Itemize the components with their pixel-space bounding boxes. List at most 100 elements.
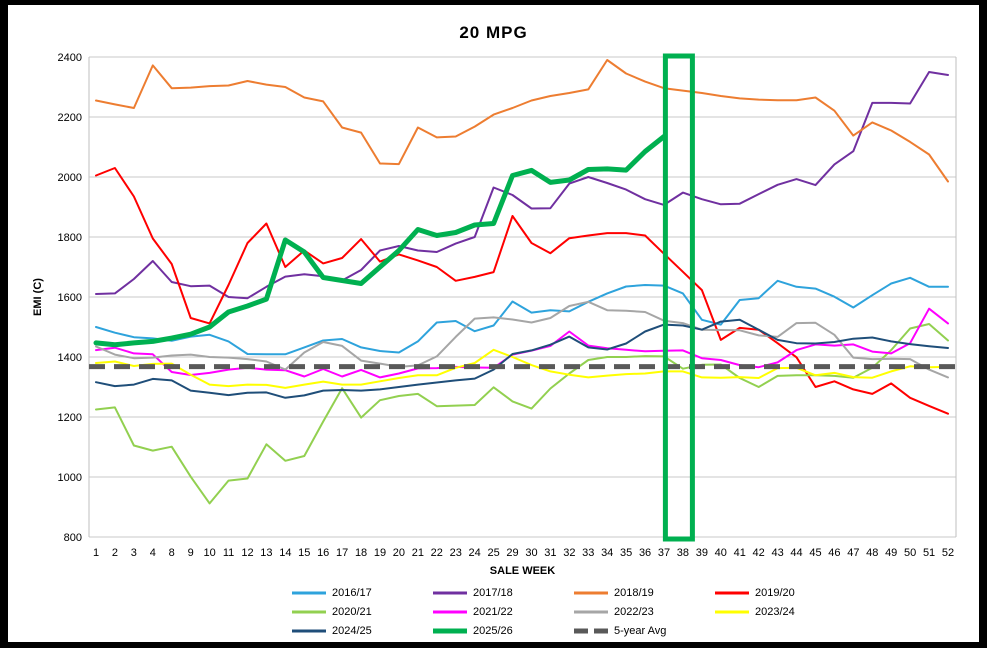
legend-label-2024-25: 2024/25 <box>332 625 372 637</box>
x-tick-label-50: 50 <box>904 547 916 559</box>
legend-label-5-year-avg: 5-year Avg <box>614 625 667 637</box>
x-tick-label-46: 46 <box>828 547 840 559</box>
legend-item-2021-22: 2021/22 <box>432 603 573 621</box>
y-tick-label-1200: 1200 <box>58 412 82 424</box>
legend-swatch-2016-17 <box>292 591 326 595</box>
x-tick-label-44: 44 <box>790 547 802 559</box>
y-tick-label-2000: 2000 <box>58 172 82 184</box>
chart-legend: 2016/17 2017/18 2018/19 2019/20 2020/21 2021/… <box>291 584 855 640</box>
x-tick-label-43: 43 <box>771 547 783 559</box>
chart-title: 20 MPG <box>459 23 528 42</box>
legend-swatch-2024-25 <box>292 629 326 633</box>
legend-swatch-2020-21 <box>292 610 326 614</box>
legend-label-2016-17: 2016/17 <box>332 587 372 599</box>
x-tick-label-3: 3 <box>131 547 137 559</box>
x-tick-label-29: 29 <box>506 547 518 559</box>
y-tick-label-1800: 1800 <box>58 232 82 244</box>
legend-row-3: 2024/25 2025/26 5-year Avg <box>291 622 855 640</box>
series-line-2024-25 <box>95 318 949 399</box>
x-tick-label-34: 34 <box>601 547 613 559</box>
legend-swatch-2017-18 <box>433 591 467 595</box>
legend-swatch-2022-23 <box>574 610 608 614</box>
legend-item-2020-21: 2020/21 <box>291 603 432 621</box>
legend-item-2023-24: 2023/24 <box>714 603 855 621</box>
series-line-2025-26 <box>93 134 667 348</box>
y-tick-label-2400: 2400 <box>58 52 82 64</box>
legend-label-2020-21: 2020/21 <box>332 606 372 618</box>
x-tick-label-4: 4 <box>150 547 156 559</box>
x-tick-label-30: 30 <box>525 547 537 559</box>
x-tick-label-36: 36 <box>639 547 651 559</box>
legend-item-5-year-avg: 5-year Avg <box>573 622 714 640</box>
x-tick-label-35: 35 <box>620 547 632 559</box>
y-tick-label-1000: 1000 <box>58 472 82 484</box>
legend-item-2018-19: 2018/19 <box>573 584 714 602</box>
y-tick-label-1400: 1400 <box>58 352 82 364</box>
x-tick-label-24: 24 <box>469 547 481 559</box>
series-line-2023-24 <box>95 348 949 389</box>
legend-label-2023-24: 2023/24 <box>755 606 795 618</box>
x-tick-label-11: 11 <box>223 547 234 559</box>
x-tick-label-45: 45 <box>809 547 821 559</box>
legend-swatch-2021-22 <box>433 610 467 614</box>
series-line-2022-23 <box>95 300 949 379</box>
x-tick-label-25: 25 <box>487 547 499 559</box>
x-tick-label-40: 40 <box>715 547 727 559</box>
legend-swatch-2018-19 <box>574 591 608 595</box>
legend-label-2025-26: 2025/26 <box>473 625 513 637</box>
x-tick-label-39: 39 <box>696 547 708 559</box>
x-tick-label-38: 38 <box>677 547 689 559</box>
legend-label-2017-18: 2017/18 <box>473 587 513 599</box>
x-tick-label-9: 9 <box>188 547 194 559</box>
y-axis-title: EMI (C) <box>32 278 44 316</box>
x-tick-label-13: 13 <box>260 547 272 559</box>
x-tick-label-14: 14 <box>279 547 291 559</box>
x-tick-label-21: 21 <box>412 547 424 559</box>
x-tick-label-20: 20 <box>393 547 405 559</box>
y-tick-label-2200: 2200 <box>58 112 82 124</box>
legend-item-2022-23: 2022/23 <box>573 603 714 621</box>
x-tick-label-31: 31 <box>544 547 556 559</box>
x-tick-label-37: 37 <box>658 547 670 559</box>
legend-item-2024-25: 2024/25 <box>291 622 432 640</box>
legend-swatch-2019-20 <box>715 591 749 595</box>
legend-label-2019-20: 2019/20 <box>755 587 795 599</box>
legend-swatch-5-year-avg <box>574 628 608 634</box>
x-tick-label-17: 17 <box>336 547 348 559</box>
x-tick-label-19: 19 <box>374 547 386 559</box>
series-line-2018-19 <box>95 59 949 183</box>
x-tick-label-41: 41 <box>734 547 746 559</box>
series-line-2020-21 <box>95 323 949 505</box>
x-tick-label-42: 42 <box>753 547 765 559</box>
x-tick-label-2: 2 <box>112 547 118 559</box>
legend-row-2: 2020/21 2021/22 2022/23 2023/24 <box>291 603 855 621</box>
legend-row-1: 2016/17 2017/18 2018/19 2019/20 <box>291 584 855 602</box>
x-tick-label-15: 15 <box>298 547 310 559</box>
x-tick-label-8: 8 <box>169 547 175 559</box>
x-tick-label-10: 10 <box>203 547 215 559</box>
legend-label-2022-23: 2022/23 <box>614 606 654 618</box>
x-tick-label-49: 49 <box>885 547 897 559</box>
legend-swatch-2023-24 <box>715 610 749 614</box>
highlight-rect-week-38 <box>662 53 695 542</box>
series-line-2017-18 <box>95 71 949 300</box>
x-tick-label-51: 51 <box>923 547 935 559</box>
x-tick-label-22: 22 <box>431 547 443 559</box>
y-tick-label-800: 800 <box>64 532 82 544</box>
series-line-2016-17 <box>95 276 949 356</box>
x-tick-label-52: 52 <box>942 547 954 559</box>
x-tick-label-33: 33 <box>582 547 594 559</box>
legend-label-2018-19: 2018/19 <box>614 587 654 599</box>
y-tick-label-1600: 1600 <box>58 292 82 304</box>
x-tick-label-23: 23 <box>450 547 462 559</box>
x-tick-label-32: 32 <box>563 547 575 559</box>
x-tick-label-18: 18 <box>355 547 367 559</box>
x-tick-label-1: 1 <box>93 547 99 559</box>
legend-item-2017-18: 2017/18 <box>432 584 573 602</box>
x-axis-title: SALE WEEK <box>490 565 555 577</box>
legend-item-2025-26: 2025/26 <box>432 622 573 640</box>
x-tick-label-48: 48 <box>866 547 878 559</box>
legend-swatch-2025-26 <box>433 628 467 634</box>
